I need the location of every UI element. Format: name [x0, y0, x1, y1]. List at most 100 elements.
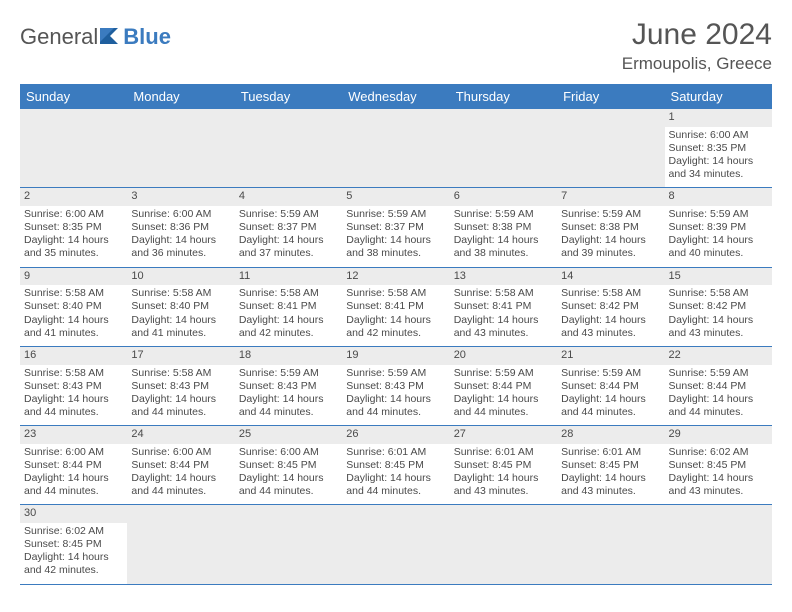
daylight-text: Daylight: 14 hours and 35 minutes.: [24, 234, 123, 260]
empty-cell: [557, 109, 664, 188]
daylight-text: Daylight: 14 hours and 42 minutes.: [24, 551, 123, 577]
day-body: Sunrise: 5:58 AMSunset: 8:42 PMDaylight:…: [557, 285, 664, 346]
day-body: Sunrise: 6:00 AMSunset: 8:35 PMDaylight:…: [20, 206, 127, 267]
sunset-text: Sunset: 8:45 PM: [561, 459, 660, 472]
daylight-text: Daylight: 14 hours and 44 minutes.: [239, 393, 338, 419]
daylight-text: Daylight: 14 hours and 42 minutes.: [239, 314, 338, 340]
empty-cell: [342, 109, 449, 188]
day-body: Sunrise: 6:00 AMSunset: 8:45 PMDaylight:…: [235, 444, 342, 505]
day-body: Sunrise: 5:58 AMSunset: 8:41 PMDaylight:…: [450, 285, 557, 346]
day-number: 30: [20, 505, 127, 523]
daylight-text: Daylight: 14 hours and 37 minutes.: [239, 234, 338, 260]
day-number: 6: [450, 188, 557, 206]
day-number: 14: [557, 268, 664, 286]
sunrise-text: Sunrise: 6:01 AM: [454, 446, 553, 459]
sunrise-text: Sunrise: 5:59 AM: [346, 367, 445, 380]
day-body: Sunrise: 5:58 AMSunset: 8:41 PMDaylight:…: [235, 285, 342, 346]
sunset-text: Sunset: 8:39 PM: [669, 221, 768, 234]
day-body: Sunrise: 5:58 AMSunset: 8:43 PMDaylight:…: [20, 365, 127, 426]
sunrise-text: Sunrise: 5:59 AM: [561, 367, 660, 380]
location-label: Ermoupolis, Greece: [622, 54, 772, 74]
sunrise-text: Sunrise: 5:59 AM: [669, 367, 768, 380]
day-cell: 21Sunrise: 5:59 AMSunset: 8:44 PMDayligh…: [557, 346, 664, 425]
empty-cell: [127, 505, 234, 584]
sunset-text: Sunset: 8:38 PM: [454, 221, 553, 234]
daylight-text: Daylight: 14 hours and 43 minutes.: [669, 314, 768, 340]
month-title: June 2024: [622, 18, 772, 52]
sunrise-text: Sunrise: 6:00 AM: [131, 446, 230, 459]
daylight-text: Daylight: 14 hours and 43 minutes.: [454, 314, 553, 340]
sunrise-text: Sunrise: 5:59 AM: [561, 208, 660, 221]
day-body: Sunrise: 6:00 AMSunset: 8:35 PMDaylight:…: [665, 127, 772, 188]
day-number: 17: [127, 347, 234, 365]
page-header: GeneralBlue June 2024 Ermoupolis, Greece: [20, 18, 772, 74]
brand-part2: Blue: [123, 24, 171, 50]
daylight-text: Daylight: 14 hours and 40 minutes.: [669, 234, 768, 260]
day-number: 25: [235, 426, 342, 444]
sunset-text: Sunset: 8:38 PM: [561, 221, 660, 234]
day-number: 27: [450, 426, 557, 444]
sunrise-text: Sunrise: 6:00 AM: [24, 446, 123, 459]
calendar-row: 9Sunrise: 5:58 AMSunset: 8:40 PMDaylight…: [20, 267, 772, 346]
flag-icon: [100, 24, 122, 50]
day-header: Saturday: [665, 84, 772, 109]
day-body: Sunrise: 5:58 AMSunset: 8:43 PMDaylight:…: [127, 365, 234, 426]
day-body: Sunrise: 6:02 AMSunset: 8:45 PMDaylight:…: [665, 444, 772, 505]
sunset-text: Sunset: 8:43 PM: [131, 380, 230, 393]
day-body: Sunrise: 5:59 AMSunset: 8:44 PMDaylight:…: [450, 365, 557, 426]
day-cell: 24Sunrise: 6:00 AMSunset: 8:44 PMDayligh…: [127, 426, 234, 505]
day-cell: 20Sunrise: 5:59 AMSunset: 8:44 PMDayligh…: [450, 346, 557, 425]
day-number: 9: [20, 268, 127, 286]
sunrise-text: Sunrise: 6:01 AM: [561, 446, 660, 459]
day-cell: 29Sunrise: 6:02 AMSunset: 8:45 PMDayligh…: [665, 426, 772, 505]
sunset-text: Sunset: 8:41 PM: [346, 300, 445, 313]
empty-cell: [342, 505, 449, 584]
day-cell: 25Sunrise: 6:00 AMSunset: 8:45 PMDayligh…: [235, 426, 342, 505]
day-cell: 10Sunrise: 5:58 AMSunset: 8:40 PMDayligh…: [127, 267, 234, 346]
daylight-text: Daylight: 14 hours and 44 minutes.: [131, 393, 230, 419]
day-header: Tuesday: [235, 84, 342, 109]
day-cell: 1Sunrise: 6:00 AMSunset: 8:35 PMDaylight…: [665, 109, 772, 188]
daylight-text: Daylight: 14 hours and 44 minutes.: [239, 472, 338, 498]
sunrise-text: Sunrise: 5:58 AM: [239, 287, 338, 300]
day-body: Sunrise: 6:00 AMSunset: 8:44 PMDaylight:…: [20, 444, 127, 505]
day-number: 15: [665, 268, 772, 286]
day-number: 12: [342, 268, 449, 286]
sunset-text: Sunset: 8:44 PM: [669, 380, 768, 393]
sunrise-text: Sunrise: 5:59 AM: [239, 208, 338, 221]
sunrise-text: Sunrise: 5:59 AM: [239, 367, 338, 380]
day-cell: 27Sunrise: 6:01 AMSunset: 8:45 PMDayligh…: [450, 426, 557, 505]
sunrise-text: Sunrise: 5:58 AM: [24, 287, 123, 300]
day-number: 10: [127, 268, 234, 286]
title-block: June 2024 Ermoupolis, Greece: [622, 18, 772, 74]
day-number: 26: [342, 426, 449, 444]
sunset-text: Sunset: 8:36 PM: [131, 221, 230, 234]
day-number: 3: [127, 188, 234, 206]
sunset-text: Sunset: 8:35 PM: [24, 221, 123, 234]
calendar-body: 1Sunrise: 6:00 AMSunset: 8:35 PMDaylight…: [20, 109, 772, 584]
day-cell: 6Sunrise: 5:59 AMSunset: 8:38 PMDaylight…: [450, 188, 557, 267]
calendar-row: 2Sunrise: 6:00 AMSunset: 8:35 PMDaylight…: [20, 188, 772, 267]
day-number: 5: [342, 188, 449, 206]
sunrise-text: Sunrise: 6:00 AM: [131, 208, 230, 221]
empty-cell: [450, 109, 557, 188]
day-body: Sunrise: 6:00 AMSunset: 8:44 PMDaylight:…: [127, 444, 234, 505]
sunrise-text: Sunrise: 5:58 AM: [346, 287, 445, 300]
sunset-text: Sunset: 8:43 PM: [24, 380, 123, 393]
sunset-text: Sunset: 8:41 PM: [239, 300, 338, 313]
day-cell: 13Sunrise: 5:58 AMSunset: 8:41 PMDayligh…: [450, 267, 557, 346]
day-body: Sunrise: 5:58 AMSunset: 8:42 PMDaylight:…: [665, 285, 772, 346]
brand-logo: GeneralBlue: [20, 18, 171, 50]
sunrise-text: Sunrise: 5:59 AM: [454, 367, 553, 380]
day-body: Sunrise: 5:59 AMSunset: 8:43 PMDaylight:…: [342, 365, 449, 426]
day-cell: 5Sunrise: 5:59 AMSunset: 8:37 PMDaylight…: [342, 188, 449, 267]
sunrise-text: Sunrise: 5:59 AM: [454, 208, 553, 221]
day-number: 21: [557, 347, 664, 365]
day-header: Sunday: [20, 84, 127, 109]
sunset-text: Sunset: 8:35 PM: [669, 142, 768, 155]
sunset-text: Sunset: 8:42 PM: [669, 300, 768, 313]
day-body: Sunrise: 5:59 AMSunset: 8:38 PMDaylight:…: [450, 206, 557, 267]
day-body: Sunrise: 6:01 AMSunset: 8:45 PMDaylight:…: [450, 444, 557, 505]
day-body: Sunrise: 5:59 AMSunset: 8:39 PMDaylight:…: [665, 206, 772, 267]
empty-cell: [235, 505, 342, 584]
